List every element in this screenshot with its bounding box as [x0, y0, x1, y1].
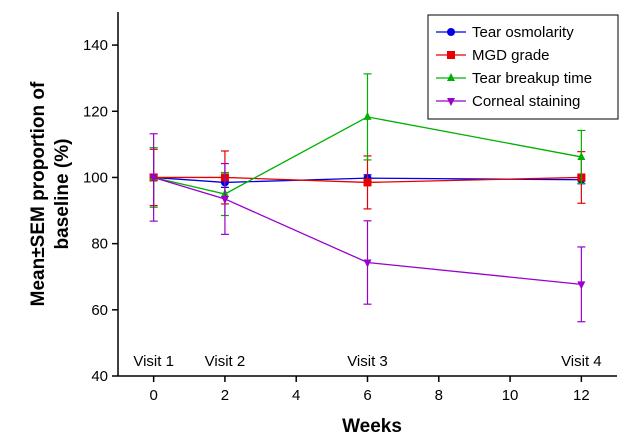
legend-label: Tear breakup time	[472, 70, 592, 87]
x-tick-label: 4	[292, 387, 300, 404]
y-tick-label: 100	[83, 169, 108, 186]
y-tick-label: 80	[91, 236, 108, 253]
legend-label: Tear osmolarity	[472, 24, 574, 41]
data-point	[363, 259, 372, 268]
series-layer	[149, 73, 586, 323]
x-tick-label: 10	[502, 387, 519, 404]
data-point	[577, 151, 586, 160]
y-axis-title: Mean±SEM proportion of baseline (%)	[28, 81, 73, 306]
data-point	[149, 174, 158, 183]
data-point	[577, 281, 586, 290]
legend-marker	[447, 51, 455, 59]
visit-label: Visit 1	[133, 353, 174, 370]
y-tick-label: 120	[83, 103, 108, 120]
series-line	[153, 116, 582, 195]
y-tick-label: 40	[91, 368, 108, 385]
legend-label: MGD grade	[472, 47, 550, 64]
y-axis-title-line-1: Mean±SEM proportion of	[28, 81, 49, 306]
data-point	[363, 111, 372, 120]
series-corneal-staining	[149, 133, 586, 323]
legend: Tear osmolarity MGD grade Tear breakup tim…	[427, 14, 619, 120]
series-line	[153, 176, 582, 285]
x-axis-title: Weeks	[342, 416, 402, 437]
legend-marker	[447, 73, 455, 81]
y-axis-title-line-2: baseline (%)	[52, 139, 73, 250]
data-point	[363, 178, 372, 187]
data-point	[220, 195, 229, 204]
y-tick-label: 60	[91, 302, 108, 319]
legend-marker	[447, 98, 455, 106]
visit-annotations: Visit 1 Visit 2 Visit 3 Visit 4	[133, 353, 601, 370]
x-tick-label: 2	[221, 387, 229, 404]
visit-label: Visit 4	[561, 353, 602, 370]
x-tick-label: 12	[573, 387, 590, 404]
visit-label: Visit 3	[347, 353, 388, 370]
legend-label: Corneal staining	[472, 93, 580, 110]
ticks: 0 2 4 6 8 10 12 40 60 80 100 120 140	[83, 37, 590, 404]
y-tick-label: 140	[83, 37, 108, 54]
series-line	[153, 176, 582, 184]
visit-label: Visit 2	[205, 353, 246, 370]
legend-marker	[447, 28, 455, 36]
x-tick-label: 6	[363, 387, 371, 404]
x-tick-label: 8	[435, 387, 443, 404]
x-tick-label: 0	[149, 387, 157, 404]
